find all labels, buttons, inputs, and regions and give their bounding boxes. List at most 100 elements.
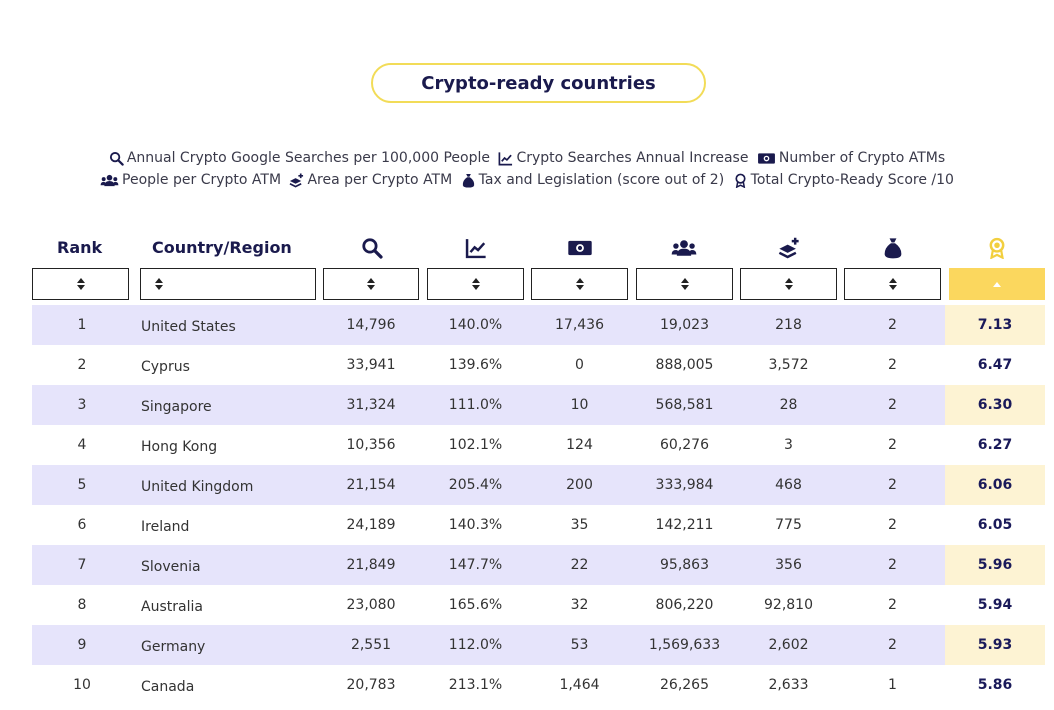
sort-tax-button[interactable] <box>844 268 941 300</box>
cell-increase: 112.0% <box>448 637 503 653</box>
cell-total: 5.94 <box>977 597 1013 613</box>
table-row: 10 Canada 20,783 213.1% 1,464 26,265 2,633 1 5.8… <box>32 665 1045 705</box>
table-row: 4 Hong Kong 10,356 102.1% 124 60,276 3 2 6.27 <box>32 425 1045 465</box>
sort-arrows-icon <box>784 278 793 290</box>
sort-total-button[interactable] <box>949 268 1045 300</box>
cell-people: 806,220 <box>655 597 714 613</box>
award-ribbon-icon <box>735 173 746 188</box>
cell-area: 356 <box>775 557 802 573</box>
cell-atms: 32 <box>570 597 589 613</box>
cell-people: 142,211 <box>655 517 714 533</box>
sort-country-button[interactable] <box>140 268 316 300</box>
sort-increase-button[interactable] <box>427 268 524 300</box>
cell-searches: 21,849 <box>346 557 396 573</box>
header-total[interactable] <box>986 237 1008 260</box>
cell-total: 6.47 <box>977 357 1013 373</box>
cell-country: United States <box>141 318 236 335</box>
sort-rank-button[interactable] <box>32 268 129 300</box>
legend-item-searches: Annual Crypto Google Searches per 100,00… <box>109 150 490 166</box>
money-bag-icon <box>884 238 902 259</box>
cell-people: 26,265 <box>660 677 709 693</box>
sort-arrows-icon <box>367 278 375 290</box>
cell-country: Canada <box>141 678 195 695</box>
cell-people: 19,023 <box>660 317 709 333</box>
cell-increase: 213.1% <box>448 677 503 693</box>
sort-area-button[interactable] <box>740 268 837 300</box>
cell-increase: 140.3% <box>448 517 503 533</box>
cell-country: United Kingdom <box>141 478 254 495</box>
cell-country: Slovenia <box>141 558 201 575</box>
cell-area: 28 <box>779 397 798 413</box>
cell-increase: 147.7% <box>448 557 503 573</box>
cell-tax: 2 <box>888 637 897 653</box>
table-row: 5 United Kingdom 21,154 205.4% 200 333,984 468… <box>32 465 1045 505</box>
table-row: 2 Cyprus 33,941 139.6% 0 888,005 3,572 2 6.47 <box>32 345 1045 385</box>
search-icon <box>109 151 124 166</box>
legend-row-1: Annual Crypto Google Searches per 100,00… <box>0 150 1054 170</box>
cell-country: Singapore <box>141 398 212 415</box>
cell-atms: 1,464 <box>559 677 600 693</box>
legend-label: Number of Crypto ATMs <box>778 150 946 166</box>
header-atms[interactable] <box>567 237 593 259</box>
cell-country: Australia <box>141 598 203 615</box>
sort-ascending-icon <box>993 281 1001 287</box>
search-icon <box>362 238 383 259</box>
cell-country: Cyprus <box>141 358 190 375</box>
line-chart-icon <box>465 239 486 259</box>
table-row: 9 Germany 2,551 112.0% 53 1,569,633 2,602 2 5.93 <box>32 625 1045 665</box>
header-country[interactable]: Country/Region <box>152 238 292 257</box>
sort-searches-button[interactable] <box>323 268 419 300</box>
cell-searches: 21,154 <box>346 477 396 493</box>
header-people[interactable] <box>671 237 697 259</box>
legend-label: Crypto Searches Annual Increase <box>516 150 749 166</box>
sort-people-button[interactable] <box>636 268 733 300</box>
cell-rank: 1 <box>77 317 87 333</box>
cell-rank: 10 <box>73 677 91 693</box>
cell-people: 60,276 <box>660 437 709 453</box>
cell-atms: 22 <box>570 557 589 573</box>
cell-searches: 33,941 <box>346 357 396 373</box>
cell-increase: 140.0% <box>448 317 503 333</box>
cell-searches: 14,796 <box>346 317 396 333</box>
legend-row-2: People per Crypto ATM Area per Crypto AT… <box>0 172 1054 192</box>
cell-area: 2,602 <box>768 637 809 653</box>
cell-increase: 165.6% <box>448 597 503 613</box>
header-searches[interactable] <box>361 237 383 259</box>
cell-atms: 53 <box>570 637 589 653</box>
header-tax[interactable] <box>882 237 904 259</box>
cell-searches: 20,783 <box>346 677 396 693</box>
cell-area: 3 <box>784 437 793 453</box>
line-chart-icon <box>499 151 513 165</box>
cell-searches: 23,080 <box>346 597 396 613</box>
header-area[interactable] <box>778 237 800 259</box>
cell-country: Hong Kong <box>141 438 218 455</box>
cell-tax: 2 <box>888 517 897 533</box>
cell-total: 6.27 <box>977 437 1013 453</box>
header-rank[interactable]: Rank <box>57 238 103 257</box>
legend-item-tax: Tax and Legislation (score out of 2) <box>461 172 724 188</box>
cell-rank: 7 <box>77 557 87 573</box>
cell-increase: 139.6% <box>448 357 503 373</box>
table-row: 1 United States 14,796 140.0% 17,436 19,023 21… <box>32 305 1045 345</box>
sort-atms-button[interactable] <box>531 268 628 300</box>
cell-increase: 205.4% <box>448 477 503 493</box>
cell-total: 5.96 <box>945 545 1045 585</box>
cell-atms: 17,436 <box>555 317 604 333</box>
cell-area: 218 <box>775 317 802 333</box>
award-ribbon-icon <box>989 237 1005 260</box>
sort-arrows-icon <box>76 278 85 290</box>
header-increase[interactable] <box>465 237 487 259</box>
cell-area: 3,572 <box>768 357 809 373</box>
cell-atms: 0 <box>575 357 584 373</box>
cell-area: 468 <box>775 477 802 493</box>
cell-total: 7.13 <box>945 305 1045 345</box>
cell-people: 1,569,633 <box>648 637 721 653</box>
cell-rank: 2 <box>77 357 87 373</box>
cell-tax: 1 <box>888 677 897 693</box>
cell-atms: 35 <box>570 517 589 533</box>
layers-plus-icon <box>778 237 799 259</box>
cell-total: 5.93 <box>945 625 1045 665</box>
cell-increase: 102.1% <box>448 437 503 453</box>
cell-people: 568,581 <box>655 397 714 413</box>
cell-tax: 2 <box>888 597 897 613</box>
